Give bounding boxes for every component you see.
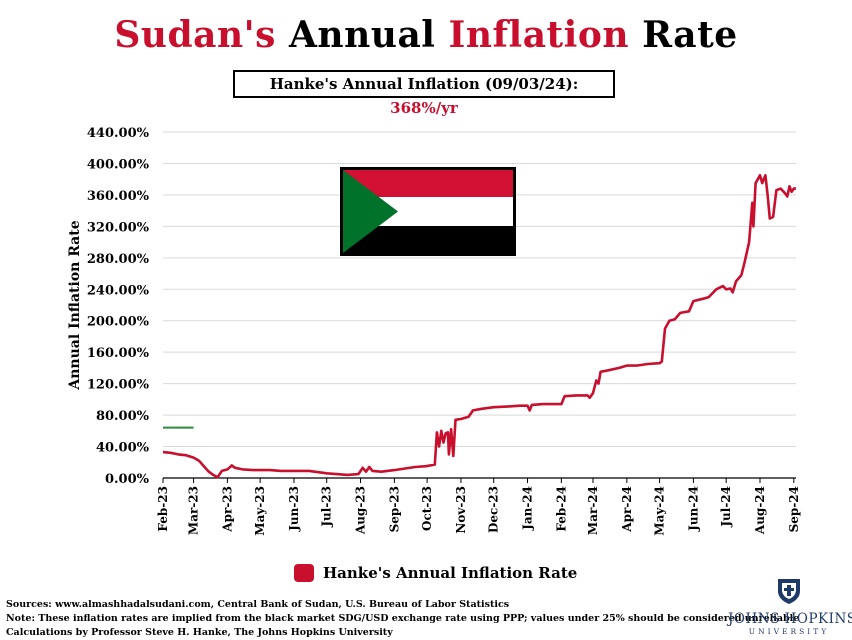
y-tick-label: 280.00% [87,252,150,267]
jhu-shield-icon [778,579,800,604]
y-tick-label: 400.00% [87,157,150,172]
x-tick-label: May-23 [253,486,267,536]
x-tick-label: Mar-23 [187,486,201,535]
x-tick-label: May-24 [653,486,667,536]
x-tick-label: Apr-24 [620,486,634,533]
x-tick-label: Sep-23 [387,486,401,532]
y-tick-label: 360.00% [87,189,150,204]
y-tick-label: 320.00% [87,220,150,235]
footer-credit: Calculations by Professor Steve H. Hanke… [6,627,393,638]
jhu-logo: JOHNS HOPKINS UNIVERSITY [728,577,852,636]
sudan-flag [340,167,516,256]
y-tick-label: 240.00% [87,283,150,298]
x-tick-label: Aug-24 [753,486,767,535]
y-tick-label: 160.00% [87,346,150,361]
y-tick-label: 440.00% [87,126,150,141]
title-part-inflation: Inflation [448,14,630,56]
x-tick-label: Jun-24 [686,486,700,532]
x-tick-label: Oct-23 [420,486,434,531]
footer-note: Note: These inflation rates are implied … [6,613,800,624]
y-tick-label: 120.00% [87,378,150,393]
y-tick-label: 200.00% [87,315,150,330]
legend-label: Hanke's Annual Inflation Rate [323,564,578,582]
current-inflation-box: Hanke's Annual Inflation (09/03/24): 368… [233,70,615,117]
x-tick-label: Jan-24 [521,486,535,531]
title-part-sudans: Sudan's [114,14,276,56]
x-tick-label: Feb-24 [554,486,568,532]
title-part-annual: Annual [289,14,436,56]
x-tick-label: Nov-23 [454,486,468,534]
x-tick-label: Jul-23 [320,486,334,528]
legend: Hanke's Annual Inflation Rate [294,562,577,584]
inflation-series-line [162,174,796,479]
current-inflation-label: Hanke's Annual Inflation (09/03/24): [269,75,579,93]
x-tick-label: Dec-23 [487,486,501,533]
x-tick-label: Feb-23 [156,486,170,532]
x-tick-label: Aug-23 [354,486,368,535]
legend-swatch [294,564,314,582]
x-tick-label: Sep-24 [787,486,801,532]
current-inflation-value: 368%/yr [390,99,458,117]
jhu-logo-name: JOHNS HOPKINS [728,611,852,627]
chart-title: Sudan's Annual Inflation Rate [0,14,852,56]
y-axis-label: Annual Inflation Rate [67,220,83,390]
x-tick-label: Jun-23 [287,486,301,532]
y-tick-label: 80.00% [96,409,150,424]
flag-green-triangle [343,170,398,253]
jhu-logo-sub: UNIVERSITY [748,627,830,636]
x-tick-label: Mar-24 [586,486,600,535]
x-tick-label: Jul-24 [719,486,733,528]
y-tick-label: 40.00% [96,441,150,456]
y-tick-label: 0.00% [105,472,150,487]
title-part-rate: Rate [642,14,738,56]
footer-notes: Sources: www.almashhadalsudani.com, Cent… [6,598,799,640]
x-tick-label: Apr-23 [220,486,234,533]
x-axis-ticks: Feb-23 Mar-23 Apr-23 May-23 Jun-23 Jul-23 Aug-… [156,478,801,536]
footer-sources: Sources: www.almashhadalsudani.com, Cent… [6,599,510,610]
y-axis-ticks: 0.00% 40.00% 80.00% 120.00% 160.00% 200.00% 24… [87,126,150,487]
